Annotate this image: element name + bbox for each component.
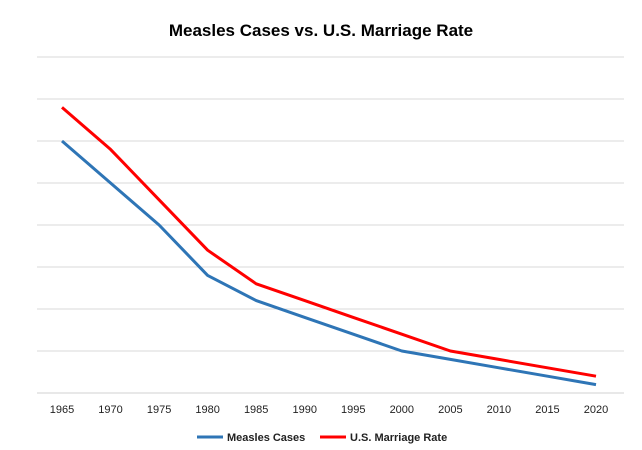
chart-title: Measles Cases vs. U.S. Marriage Rate bbox=[169, 21, 473, 40]
x-tick-label: 1965 bbox=[50, 404, 74, 416]
x-tick-label: 1985 bbox=[244, 404, 268, 416]
gridlines bbox=[37, 56, 624, 394]
series-lines bbox=[61, 106, 597, 387]
x-tick-label: 1980 bbox=[195, 404, 219, 416]
x-tick-label: 1975 bbox=[147, 404, 171, 416]
series-line-u-s-marriage-rate bbox=[61, 106, 597, 378]
x-axis-ticks: 1965 1970 1975 1980 1985 1990 1995 2000 2005 2010… bbox=[50, 404, 608, 416]
x-tick-label: 2010 bbox=[487, 404, 511, 416]
legend-label: Measles Cases bbox=[227, 432, 305, 444]
x-tick-label: 1995 bbox=[341, 404, 365, 416]
x-tick-label: 2000 bbox=[390, 404, 414, 416]
x-tick-label: 2005 bbox=[438, 404, 462, 416]
x-tick-label: 1970 bbox=[98, 404, 122, 416]
legend-label: U.S. Marriage Rate bbox=[350, 432, 447, 444]
series-line-measles-cases bbox=[61, 139, 597, 387]
legend-item: U.S. Marriage Rate bbox=[320, 432, 447, 444]
x-tick-label: 2015 bbox=[535, 404, 559, 416]
x-tick-label: 1990 bbox=[292, 404, 316, 416]
legend: Measles Cases U.S. Marriage Rate bbox=[197, 432, 447, 444]
x-tick-label: 2020 bbox=[584, 404, 608, 416]
legend-item: Measles Cases bbox=[197, 432, 305, 444]
